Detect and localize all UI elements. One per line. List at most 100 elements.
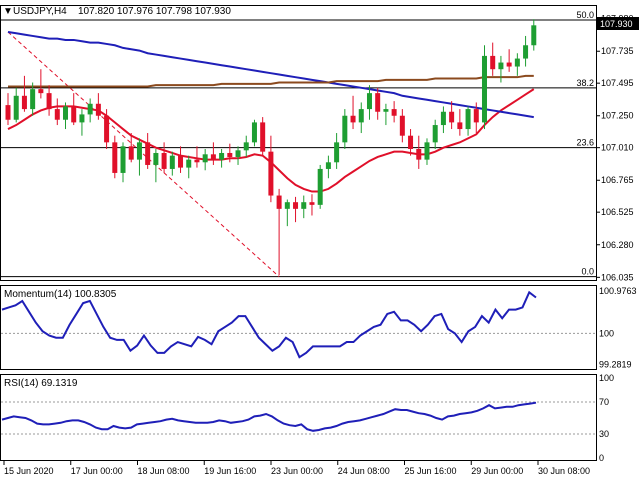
fib-level-label: 23.6	[576, 138, 594, 148]
last-price-box	[597, 17, 639, 30]
x-tick-label: 25 Jun 16:00	[405, 466, 457, 476]
candle-body	[13, 95, 19, 120]
candle-body	[95, 103, 101, 116]
candle-body	[350, 115, 356, 123]
rsi-panel-frame	[0, 374, 597, 461]
candle-body	[153, 152, 159, 165]
rsi-tick-label: 30	[599, 429, 609, 439]
fib-level-label: 50.0	[576, 10, 594, 20]
candle-body	[120, 146, 126, 173]
candle-body	[136, 142, 142, 160]
rsi-tick-label: 0	[599, 453, 604, 463]
candle-body	[408, 135, 414, 149]
candle-body	[514, 58, 520, 67]
price-tick-label: 106.765	[601, 175, 634, 185]
candle-body	[457, 122, 463, 130]
candle-body	[169, 155, 175, 169]
main-panel-frame	[0, 5, 597, 281]
price-tick-label: 107.250	[601, 111, 634, 121]
price-tick-label: 107.010	[601, 143, 634, 153]
x-tick-label: 18 Jun 08:00	[138, 466, 190, 476]
candle-body	[38, 89, 44, 94]
momentum-tick-label: 100.9763	[599, 286, 637, 296]
last-price-label: 107.930	[600, 19, 633, 29]
price-tick-label: 106.525	[601, 207, 634, 217]
price-tick-label: 107.735	[601, 46, 634, 56]
candle-body	[21, 95, 27, 110]
candle-body	[202, 154, 208, 163]
candle-body	[276, 195, 282, 209]
candle-body	[531, 25, 537, 46]
candle-body	[104, 115, 110, 143]
candle-body	[112, 142, 118, 173]
candle-body	[383, 109, 389, 112]
candle-body	[145, 142, 151, 165]
x-tick-label: 15 Jun 2020	[4, 466, 54, 476]
candle-body	[523, 45, 529, 59]
candle-body	[178, 155, 184, 168]
moving-average-slow	[7, 30, 534, 119]
x-tick-label: 29 Jun 00:00	[471, 466, 523, 476]
price-tick-label: 106.035	[601, 272, 634, 282]
candle-body	[375, 93, 381, 112]
x-tick-label: 24 Jun 08:00	[338, 466, 390, 476]
candle-body	[71, 106, 77, 123]
candle-body	[449, 111, 455, 123]
x-tick-label: 30 Jun 08:00	[538, 466, 590, 476]
rsi-tick-label: 100	[599, 373, 614, 383]
candle-body	[490, 55, 496, 70]
candle-body	[210, 154, 216, 160]
candle-body	[334, 142, 340, 163]
momentum-line	[1, 290, 537, 359]
price-tick-label: 107.495	[601, 78, 634, 88]
collapse-triangle-icon[interactable]: ▼	[3, 6, 13, 17]
momentum-tick-label: 100	[599, 328, 614, 338]
candle-body	[473, 109, 479, 123]
candle-body	[432, 125, 438, 143]
candle-body	[465, 109, 471, 130]
candle-body	[186, 159, 192, 168]
trend-dashed-line	[7, 31, 280, 278]
x-tick-label: 23 Jun 00:00	[271, 466, 323, 476]
candle-body	[424, 142, 430, 160]
candle-body	[79, 114, 85, 123]
candle-body	[260, 122, 266, 152]
momentum-label: Momentum(14) 100.8305	[4, 289, 117, 300]
candle-body	[161, 152, 167, 169]
rsi-label: RSI(14) 69.1319	[4, 378, 78, 389]
candle-body	[391, 109, 397, 116]
momentum-panel-frame	[0, 285, 597, 370]
x-tick-label: 19 Jun 16:00	[204, 466, 256, 476]
candle-body	[358, 109, 364, 123]
candle-body	[5, 105, 11, 120]
candle-body	[506, 62, 512, 67]
fib-level-label: 0.0	[581, 267, 594, 277]
momentum-tick-label: 99.2819	[599, 359, 632, 369]
rsi-line	[1, 401, 537, 432]
candle-body	[219, 152, 225, 160]
candle-body	[301, 202, 307, 209]
candle-body	[46, 93, 52, 110]
fib-level-label: 38.2	[576, 78, 594, 88]
candle-body	[416, 148, 422, 160]
symbol-label: USDJPY,H4	[13, 6, 67, 17]
price-tick-label: 106.280	[601, 240, 634, 250]
candle-body	[268, 151, 274, 196]
ohlc-label: 107.820 107.976 107.798 107.930	[78, 6, 231, 17]
candle-body	[284, 202, 290, 209]
candle-body	[227, 152, 233, 157]
candle-body	[440, 111, 446, 126]
candle-body	[194, 159, 200, 163]
candle-body	[309, 202, 315, 205]
candle-body	[87, 103, 93, 115]
candle-body	[235, 150, 241, 157]
x-tick-label: 17 Jun 00:00	[71, 466, 123, 476]
candle-body	[293, 202, 299, 209]
candle-body	[63, 106, 69, 120]
candle-body	[342, 115, 348, 143]
rsi-tick-label: 70	[599, 397, 609, 407]
candle-body	[243, 142, 249, 151]
moving-average-long	[8, 74, 534, 88]
candle-body	[30, 89, 36, 110]
